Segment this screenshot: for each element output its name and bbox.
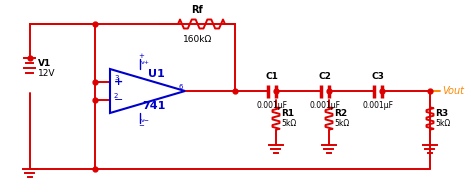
- Text: C3: C3: [372, 72, 384, 81]
- Text: Vout: Vout: [442, 86, 464, 96]
- Text: R2: R2: [334, 109, 347, 118]
- Text: 2: 2: [114, 93, 118, 99]
- Text: 5kΩ: 5kΩ: [435, 119, 450, 128]
- Text: 3: 3: [114, 75, 118, 81]
- Text: R1: R1: [281, 109, 294, 118]
- Text: C2: C2: [319, 72, 331, 81]
- Text: 5kΩ: 5kΩ: [334, 119, 349, 128]
- Text: C1: C1: [265, 72, 278, 81]
- Text: +: +: [138, 53, 144, 59]
- Text: Rf: Rf: [191, 5, 203, 15]
- Text: R3: R3: [435, 109, 448, 118]
- Text: 6: 6: [179, 84, 183, 90]
- Text: 0.001μF: 0.001μF: [363, 101, 393, 110]
- Text: v+: v+: [141, 60, 150, 64]
- Text: 741: 741: [142, 101, 165, 111]
- Text: −: −: [114, 95, 124, 105]
- Text: +: +: [114, 77, 124, 87]
- Text: 5kΩ: 5kΩ: [281, 119, 296, 128]
- Text: 12V: 12V: [38, 68, 55, 77]
- Text: 0.001μF: 0.001μF: [256, 101, 288, 110]
- Text: 160kΩ: 160kΩ: [183, 35, 212, 44]
- Text: 0.001μF: 0.001μF: [310, 101, 340, 110]
- Text: V1: V1: [38, 58, 51, 67]
- Text: U1: U1: [148, 69, 165, 79]
- Text: v−: v−: [141, 117, 150, 122]
- Text: −: −: [138, 123, 144, 129]
